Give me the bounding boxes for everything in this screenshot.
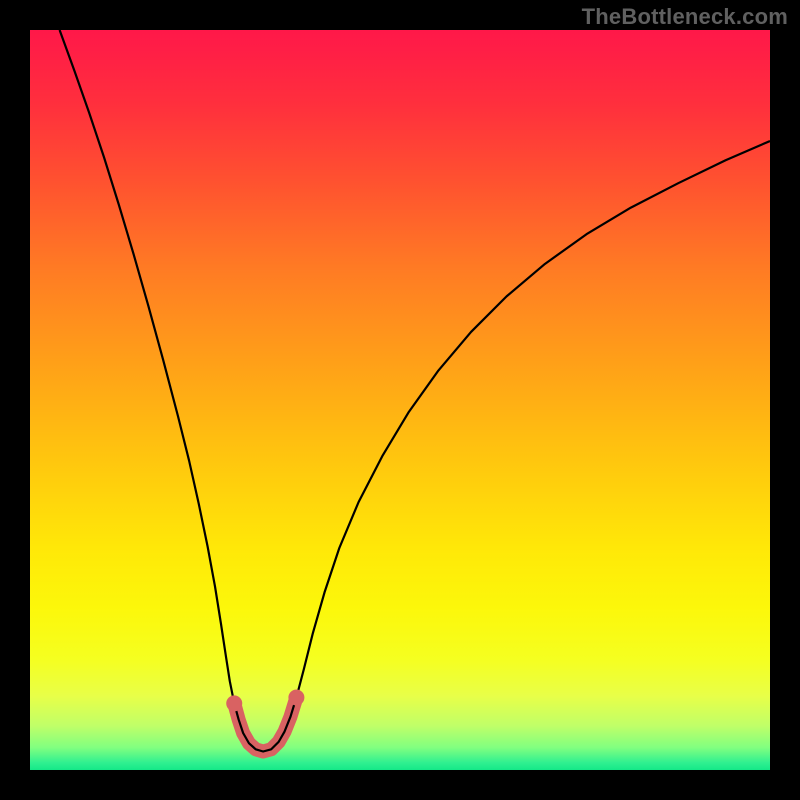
plot-area: [30, 30, 770, 770]
curve-layer: [30, 30, 770, 770]
bottleneck-curve: [60, 30, 770, 752]
watermark-text: TheBottleneck.com: [582, 4, 788, 30]
